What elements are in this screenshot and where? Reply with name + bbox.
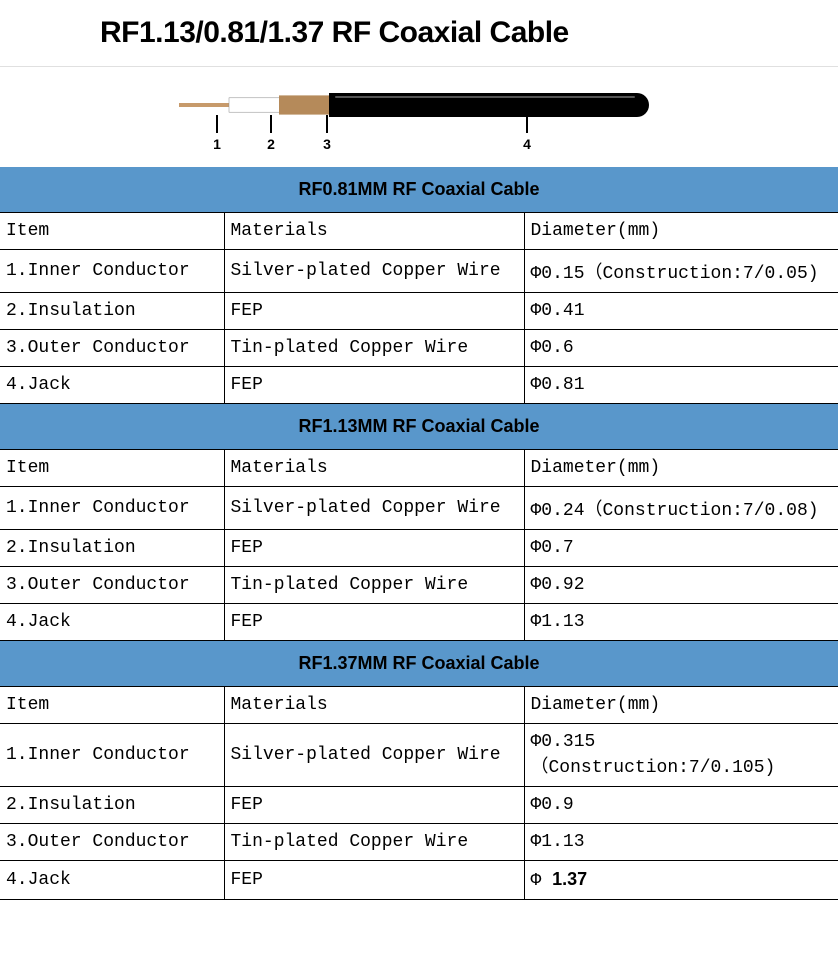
section-title: RF1.37MM RF Coaxial Cable [0, 641, 838, 687]
diameter-cell: Φ 1.37 [524, 861, 838, 900]
diagram-label: 3 [323, 136, 331, 152]
materials-cell: Silver-plated Copper Wire [224, 487, 524, 530]
diameter-cell: Φ0.24（Construction:7/0.08) [524, 487, 838, 530]
section-header-row: RF0.81MM RF Coaxial Cable [0, 167, 838, 213]
materials-cell: FEP [224, 367, 524, 404]
table-row: 1.Inner ConductorSilver-plated Copper Wi… [0, 250, 838, 293]
diameter-cell: Φ1.13 [524, 604, 838, 641]
table-row: 3.Outer ConductorTin-plated Copper WireΦ… [0, 567, 838, 604]
item-cell: 4.Jack [0, 861, 224, 900]
column-header: Materials [224, 450, 524, 487]
item-cell: 4.Jack [0, 367, 224, 404]
highlighted-diameter: 1.37 [552, 869, 587, 889]
materials-cell: FEP [224, 861, 524, 900]
column-header-row: ItemMaterialsDiameter(mm) [0, 687, 838, 724]
column-header: Diameter(mm) [524, 450, 838, 487]
section-title: RF1.13MM RF Coaxial Cable [0, 404, 838, 450]
cable-diagram: 1 2 3 4 [0, 67, 838, 167]
diameter-cell: Φ0.81 [524, 367, 838, 404]
section-title: RF0.81MM RF Coaxial Cable [0, 167, 838, 213]
table-row: 4.JackFEPΦ 1.37 [0, 861, 838, 900]
item-cell: 1.Inner Conductor [0, 487, 224, 530]
materials-cell: FEP [224, 604, 524, 641]
materials-cell: FEP [224, 530, 524, 567]
diagram-label: 4 [523, 136, 531, 152]
diameter-cell: Φ0.9 [524, 787, 838, 824]
table-row: 4.JackFEPΦ1.13 [0, 604, 838, 641]
materials-cell: Silver-plated Copper Wire [224, 724, 524, 787]
column-header: Diameter(mm) [524, 213, 838, 250]
table-row: 1.Inner ConductorSilver-plated Copper Wi… [0, 724, 838, 787]
diameter-cell: Φ0.6 [524, 330, 838, 367]
diameter-cell: Φ1.13 [524, 824, 838, 861]
table-row: 2.InsulationFEPΦ0.9 [0, 787, 838, 824]
materials-cell: Tin-plated Copper Wire [224, 824, 524, 861]
spec-table: RF0.81MM RF Coaxial CableItemMaterialsDi… [0, 167, 838, 900]
diagram-label: 1 [213, 136, 221, 152]
diagram-label: 2 [267, 136, 275, 152]
column-header: Item [0, 450, 224, 487]
materials-cell: FEP [224, 293, 524, 330]
materials-cell: Tin-plated Copper Wire [224, 567, 524, 604]
item-cell: 2.Insulation [0, 293, 224, 330]
item-cell: 3.Outer Conductor [0, 330, 224, 367]
column-header: Item [0, 687, 224, 724]
item-cell: 1.Inner Conductor [0, 250, 224, 293]
item-cell: 4.Jack [0, 604, 224, 641]
section-header-row: RF1.13MM RF Coaxial Cable [0, 404, 838, 450]
item-cell: 3.Outer Conductor [0, 824, 224, 861]
item-cell: 2.Insulation [0, 530, 224, 567]
column-header-row: ItemMaterialsDiameter(mm) [0, 213, 838, 250]
page-title: RF1.13/0.81/1.37 RF Coaxial Cable [0, 0, 838, 66]
table-row: 1.Inner ConductorSilver-plated Copper Wi… [0, 487, 838, 530]
column-header: Diameter(mm) [524, 687, 838, 724]
diameter-cell: Φ0.41 [524, 293, 838, 330]
diameter-cell: Φ0.92 [524, 567, 838, 604]
column-header-row: ItemMaterialsDiameter(mm) [0, 450, 838, 487]
diameter-cell: Φ0.15（Construction:7/0.05) [524, 250, 838, 293]
table-row: 4.JackFEPΦ0.81 [0, 367, 838, 404]
item-cell: 1.Inner Conductor [0, 724, 224, 787]
section-header-row: RF1.37MM RF Coaxial Cable [0, 641, 838, 687]
table-row: 2.InsulationFEPΦ0.41 [0, 293, 838, 330]
table-row: 3.Outer ConductorTin-plated Copper WireΦ… [0, 824, 838, 861]
cable-diagram-svg: 1 2 3 4 [159, 87, 679, 159]
table-row: 3.Outer ConductorTin-plated Copper WireΦ… [0, 330, 838, 367]
materials-cell: Tin-plated Copper Wire [224, 330, 524, 367]
column-header: Item [0, 213, 224, 250]
table-row: 2.InsulationFEPΦ0.7 [0, 530, 838, 567]
item-cell: 3.Outer Conductor [0, 567, 224, 604]
diameter-cell: Φ0.7 [524, 530, 838, 567]
item-cell: 2.Insulation [0, 787, 224, 824]
diameter-cell: Φ0.315（Construction:7/0.105) [524, 724, 838, 787]
column-header: Materials [224, 213, 524, 250]
column-header: Materials [224, 687, 524, 724]
materials-cell: Silver-plated Copper Wire [224, 250, 524, 293]
materials-cell: FEP [224, 787, 524, 824]
